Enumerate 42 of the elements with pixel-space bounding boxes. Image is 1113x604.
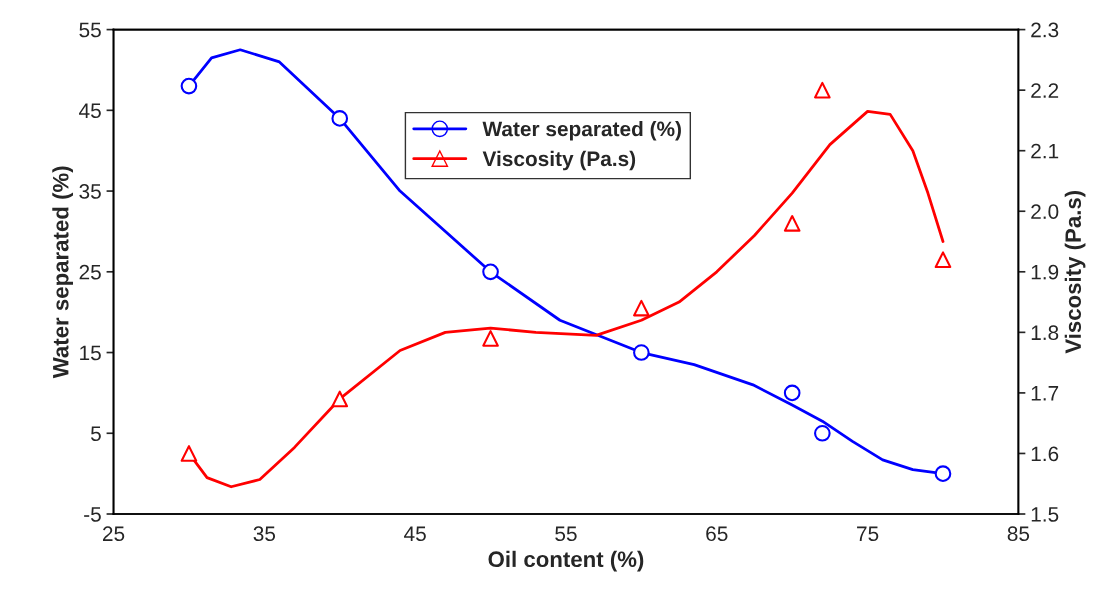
y2-axis-title: Viscosity (Pa.s) — [1064, 190, 1086, 354]
x-axis-title: Oil content (%) — [488, 550, 644, 572]
x-tick-label: 85 — [1007, 526, 1030, 542]
point — [934, 251, 952, 269]
point — [814, 81, 831, 99]
y2-tick-label: 2.3 — [1031, 22, 1059, 38]
point — [180, 77, 198, 95]
point — [633, 299, 650, 317]
y2-tick-label: 2.0 — [1031, 204, 1059, 219]
point — [482, 263, 499, 281]
y2-tick-label: 2.2 — [1031, 83, 1059, 98]
legend-label: Water separated (%) — [482, 121, 681, 141]
x-tick-label: 75 — [857, 526, 879, 542]
point — [783, 384, 801, 402]
x-tick-label: 25 — [102, 526, 125, 542]
y-tick-label: 15 — [80, 345, 101, 361]
y2-tick-label: 2.1 — [1031, 143, 1059, 159]
y-tick-label: 5 — [90, 426, 101, 442]
y-tick-label: -5 — [84, 507, 101, 522]
x-tick-label: 45 — [404, 526, 426, 542]
point — [482, 330, 499, 347]
x-tick-label: 35 — [253, 526, 276, 542]
x-tick-label: 55 — [555, 526, 577, 542]
y2-tick-label: 1.6 — [1031, 446, 1059, 462]
y2-tick-label: 1.5 — [1031, 507, 1059, 522]
point — [331, 110, 349, 127]
y-tick-label: 35 — [79, 184, 101, 199]
y2-tick-label: 1.9 — [1031, 264, 1059, 280]
y2-tick-label: 1.7 — [1031, 386, 1059, 401]
legend-label: Viscosity (Pa.s) — [482, 150, 636, 171]
x-tick-label: 65 — [706, 526, 728, 542]
point — [180, 445, 198, 462]
point — [783, 215, 801, 232]
y2-tick-label: 1.8 — [1031, 325, 1059, 341]
point — [633, 344, 650, 361]
point — [814, 424, 831, 442]
y-tick-label: 45 — [79, 103, 101, 119]
point — [331, 390, 349, 408]
y-tick-label: 55 — [79, 22, 101, 38]
y-tick-label: 25 — [79, 264, 101, 280]
y-axis-title: Water separated (%) — [52, 166, 73, 379]
point — [934, 465, 952, 482]
